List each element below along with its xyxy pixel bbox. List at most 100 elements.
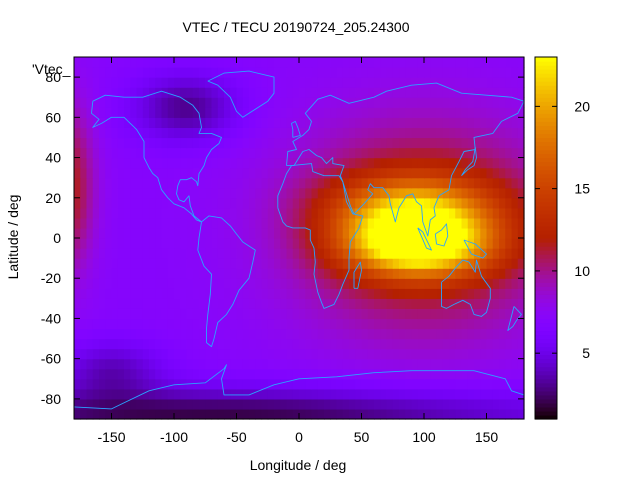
heatmap-cell: [161, 147, 169, 159]
heatmap-cell: [349, 227, 356, 239]
heatmap-cell: [174, 177, 181, 189]
heatmap-cell: [480, 408, 488, 420]
heatmap-cell: [349, 318, 356, 330]
heatmap-cell: [105, 408, 113, 420]
heatmap-cell: [355, 207, 363, 219]
heatmap-cell: [374, 67, 381, 78]
heatmap-cell: [374, 217, 381, 229]
heatmap-cell: [111, 338, 119, 350]
heatmap-cell: [192, 227, 200, 239]
heatmap-cell: [455, 388, 463, 400]
heatmap-cell: [199, 238, 206, 249]
heatmap-cell: [430, 97, 438, 108]
coastline-australia: [441, 259, 491, 317]
heatmap-cell: [180, 348, 188, 360]
heatmap-cell: [399, 87, 406, 98]
colorbar-cell: [535, 266, 557, 271]
colorbar-cell: [535, 306, 557, 311]
heatmap-cell: [324, 278, 331, 289]
heatmap-cell: [274, 77, 281, 88]
heatmap-cell: [99, 348, 106, 360]
heatmap-cell: [299, 137, 306, 149]
heatmap-cell: [405, 358, 413, 370]
heatmap-cell: [336, 318, 344, 330]
heatmap-cell: [517, 348, 525, 360]
colorbar-cell: [535, 242, 557, 247]
heatmap-cell: [136, 117, 144, 128]
heatmap-cell: [355, 167, 363, 179]
heatmap-cell: [86, 338, 94, 350]
heatmap-cell: [280, 147, 288, 159]
heatmap-cell: [480, 97, 488, 108]
heatmap-cell: [317, 177, 325, 189]
heatmap-cell: [336, 308, 344, 320]
heatmap-cell: [305, 308, 313, 320]
heatmap-cell: [399, 378, 406, 390]
heatmap-cell: [267, 107, 275, 118]
heatmap-cell: [455, 147, 463, 159]
heatmap-cell: [411, 398, 419, 410]
heatmap-cell: [174, 258, 181, 269]
heatmap-cell: [292, 207, 300, 219]
heatmap-cell: [255, 408, 263, 420]
heatmap-cell: [380, 167, 388, 179]
heatmap-cell: [399, 57, 406, 68]
heatmap-cell: [167, 147, 175, 159]
heatmap-cell: [286, 227, 294, 239]
heatmap-cell: [286, 248, 294, 259]
heatmap-cell: [280, 227, 288, 239]
heatmap-cell: [474, 398, 481, 410]
heatmap-cell: [355, 197, 363, 209]
heatmap-cell: [349, 248, 356, 259]
heatmap-cell: [174, 227, 181, 239]
heatmap-cell: [386, 258, 394, 269]
heatmap-cell: [286, 187, 294, 199]
heatmap-cell: [336, 97, 344, 108]
heatmap-cell: [411, 117, 419, 128]
heatmap-cell: [261, 338, 269, 350]
heatmap-cell: [461, 147, 469, 159]
heatmap-cell: [130, 177, 138, 189]
heatmap-cell: [442, 197, 450, 209]
heatmap-cell: [417, 107, 425, 118]
heatmap-cell: [224, 197, 231, 209]
heatmap-cell: [486, 248, 494, 259]
colorbar-cell: [535, 197, 557, 203]
colorbar-cell: [535, 350, 557, 356]
heatmap-cell: [505, 288, 513, 299]
heatmap-cell: [105, 258, 113, 269]
heatmap-cell: [86, 358, 94, 370]
heatmap-cell: [455, 67, 463, 78]
heatmap-cell: [474, 67, 481, 78]
heatmap-cell: [449, 57, 456, 68]
heatmap-cell: [105, 187, 113, 199]
heatmap-cell: [192, 167, 200, 179]
heatmap-cell: [92, 167, 100, 179]
x-tick-label: 0: [295, 429, 303, 445]
heatmap-cell: [117, 117, 125, 128]
heatmap-cell: [511, 137, 519, 149]
heatmap-cell: [274, 187, 281, 199]
colorbar-cell: [535, 85, 557, 90]
heatmap-cell: [342, 408, 350, 420]
heatmap-cell: [355, 308, 363, 320]
heatmap-cell: [105, 127, 113, 139]
heatmap-cell: [392, 368, 400, 380]
heatmap-cell: [405, 207, 413, 219]
heatmap-cell: [199, 157, 206, 169]
heatmap-cell: [486, 318, 494, 330]
heatmap-cell: [217, 278, 225, 289]
heatmap-cell: [361, 127, 369, 139]
heatmap-cell: [92, 388, 100, 400]
heatmap-cell: [261, 318, 269, 330]
heatmap-cell: [180, 157, 188, 169]
heatmap-cell: [261, 77, 269, 88]
heatmap-cell: [267, 358, 275, 370]
heatmap-cell: [249, 248, 256, 259]
heatmap-cell: [355, 177, 363, 189]
heatmap-cell: [336, 258, 344, 269]
heatmap-cell: [311, 167, 319, 179]
heatmap-cell: [461, 268, 469, 279]
heatmap-cell: [74, 57, 81, 68]
heatmap-cell: [167, 117, 175, 128]
